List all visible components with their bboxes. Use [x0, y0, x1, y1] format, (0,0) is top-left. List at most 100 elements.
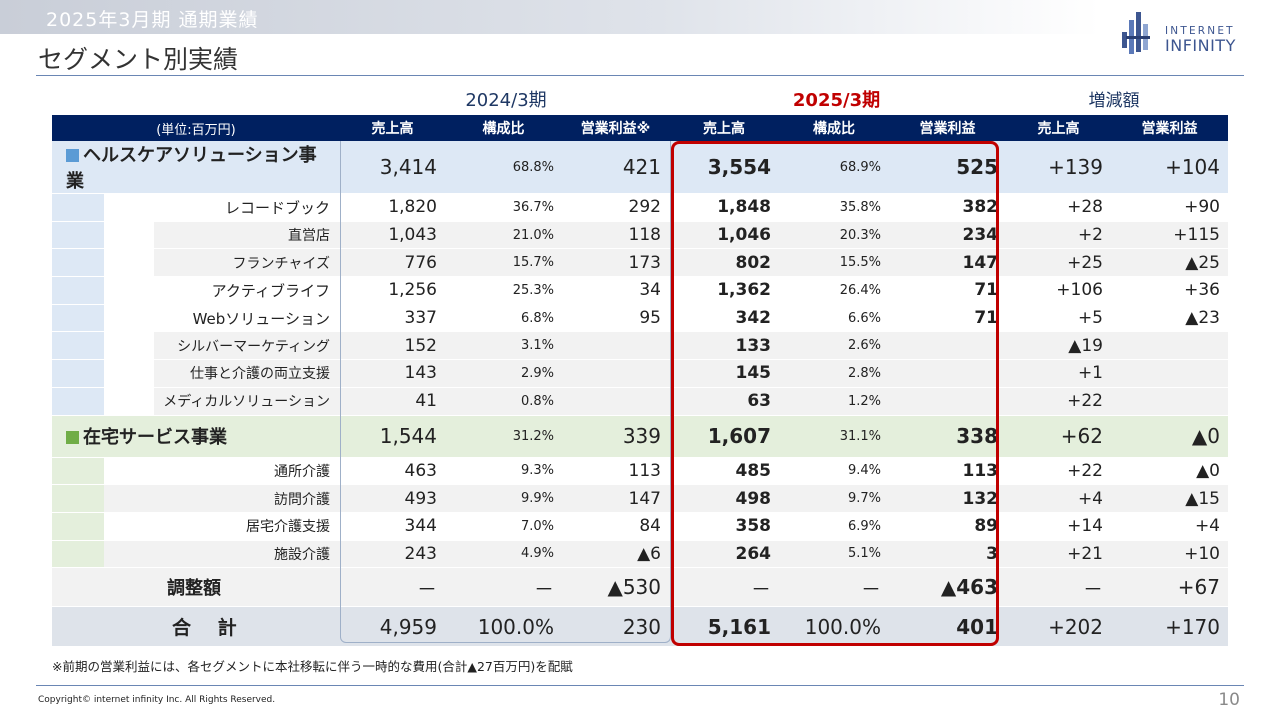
cell: +22 — [1006, 387, 1111, 416]
cell: 68.9% — [779, 141, 889, 194]
cell: +5 — [1006, 304, 1111, 333]
cell: 68.8% — [445, 141, 562, 194]
segment-square-icon — [66, 431, 79, 444]
page-number: 10 — [1218, 690, 1240, 710]
cell: 498 — [669, 484, 779, 513]
row-label: 直営店 — [52, 221, 340, 250]
cell: 6.8% — [445, 304, 562, 333]
cell: 31.1% — [779, 415, 889, 458]
row-label: 調整額 — [52, 567, 340, 608]
row-label: 施設介護 — [52, 540, 340, 569]
cell: 113 — [562, 457, 669, 486]
cell: 71 — [889, 276, 1006, 305]
cell: 1.2% — [779, 387, 889, 416]
cell: 338 — [889, 415, 1006, 458]
cell: 132 — [889, 484, 1006, 513]
table-row: シルバーマーケティング 152 3.1% 133 2.6% ▲19 — [52, 331, 1228, 361]
cell: 1,607 — [669, 415, 779, 458]
cell: 71 — [889, 304, 1006, 333]
cell: +28 — [1006, 193, 1111, 222]
row-label: ヘルスケアソリューション事業 — [52, 141, 340, 194]
cell: 9.9% — [445, 484, 562, 513]
row-label: Webソリューション — [52, 304, 340, 333]
row-label: 在宅サービス事業 — [52, 415, 340, 458]
cell: － — [669, 567, 779, 608]
cell: 6.6% — [779, 304, 889, 333]
empty-cell — [562, 331, 669, 361]
row-label: アクティブライフ — [52, 276, 340, 305]
cell: 15.7% — [445, 248, 562, 278]
cell: 100.0% — [779, 606, 889, 648]
title-divider — [36, 75, 1244, 76]
cell: － — [340, 567, 445, 608]
logo-text-line1: INTERNET — [1165, 25, 1235, 37]
cell: 344 — [340, 512, 445, 541]
cell: +90 — [1111, 193, 1228, 222]
table-header-row: (単位:百万円) 売上高 構成比 営業利益※ 売上高 構成比 営業利益 売上高 … — [52, 115, 1228, 141]
cell: － — [779, 567, 889, 608]
table-row: Webソリューション 337 6.8% 95 342 6.6% 71 +5 ▲2… — [52, 304, 1228, 333]
empty-cell — [1111, 359, 1228, 388]
cell: 3,414 — [340, 141, 445, 194]
table-row: 通所介護 463 9.3% 113 485 9.4% 113 +22 ▲0 — [52, 457, 1228, 486]
cell: 6.9% — [779, 512, 889, 541]
row-label: 訪問介護 — [52, 484, 340, 513]
cell: － — [1006, 567, 1111, 608]
cell: +36 — [1111, 276, 1228, 305]
cell: 234 — [889, 221, 1006, 250]
cell: 0.8% — [445, 387, 562, 416]
cell: 1,544 — [340, 415, 445, 458]
table-row: 訪問介護 493 9.9% 147 498 9.7% 132 +4 ▲15 — [52, 484, 1228, 513]
cell: +202 — [1006, 606, 1111, 648]
col-header: 構成比 — [779, 115, 889, 141]
cell: ▲23 — [1111, 304, 1228, 333]
cell: 25.3% — [445, 276, 562, 305]
table-row: フランチャイズ 776 15.7% 173 802 15.5% 147 +25 … — [52, 248, 1228, 278]
cell: +14 — [1006, 512, 1111, 541]
empty-cell — [1111, 331, 1228, 361]
cell: ▲19 — [1006, 331, 1111, 361]
table-row: レコードブック 1,820 36.7% 292 1,848 35.8% 382 … — [52, 193, 1228, 222]
cell: 31.2% — [445, 415, 562, 458]
cell: 264 — [669, 540, 779, 569]
cell: 145 — [669, 359, 779, 388]
cell: 4,959 — [340, 606, 445, 648]
row-label: シルバーマーケティング — [52, 331, 340, 361]
cell: 2.6% — [779, 331, 889, 361]
cell: +4 — [1006, 484, 1111, 513]
cell: +1 — [1006, 359, 1111, 388]
cell: 7.0% — [445, 512, 562, 541]
cell: 802 — [669, 248, 779, 278]
cell: 463 — [340, 457, 445, 486]
logo-mark-icon — [1122, 12, 1150, 54]
cell: +62 — [1006, 415, 1111, 458]
cell: 5.1% — [779, 540, 889, 569]
footnote: ※前期の営業利益には、各セグメントに本社移転に伴う一時的な費用(合計▲27百万円… — [52, 659, 573, 674]
cell: ▲0 — [1111, 457, 1228, 486]
cell: 493 — [340, 484, 445, 513]
segment-square-icon — [66, 149, 79, 162]
empty-cell — [562, 359, 669, 388]
cell: +22 — [1006, 457, 1111, 486]
cell: +4 — [1111, 512, 1228, 541]
col-header: 売上高 — [340, 115, 445, 141]
cell: 337 — [340, 304, 445, 333]
table-row: 施設介護 243 4.9% ▲6 264 5.1% 3 +21 +10 — [52, 540, 1228, 569]
cell: 2.9% — [445, 359, 562, 388]
header-band-title: 2025年3月期 通期業績 — [46, 9, 259, 31]
row-label: フランチャイズ — [52, 248, 340, 278]
cell: ▲463 — [889, 567, 1006, 608]
cell: 1,820 — [340, 193, 445, 222]
cell: 485 — [669, 457, 779, 486]
row-label: 通所介護 — [52, 457, 340, 486]
cell: 776 — [340, 248, 445, 278]
cell: 84 — [562, 512, 669, 541]
table-row: 仕事と介護の両立支援 143 2.9% 145 2.8% +1 — [52, 359, 1228, 388]
cell: 5,161 — [669, 606, 779, 648]
logo-text-line2: INFINITY — [1165, 36, 1236, 55]
header-band: 2025年3月期 通期業績 — [0, 0, 1100, 34]
company-logo: INTERNET INFINITY — [1118, 12, 1248, 62]
cell: 1,043 — [340, 221, 445, 250]
row-label: メディカルソリューション — [52, 387, 340, 416]
col-header: 営業利益※ — [562, 115, 669, 141]
